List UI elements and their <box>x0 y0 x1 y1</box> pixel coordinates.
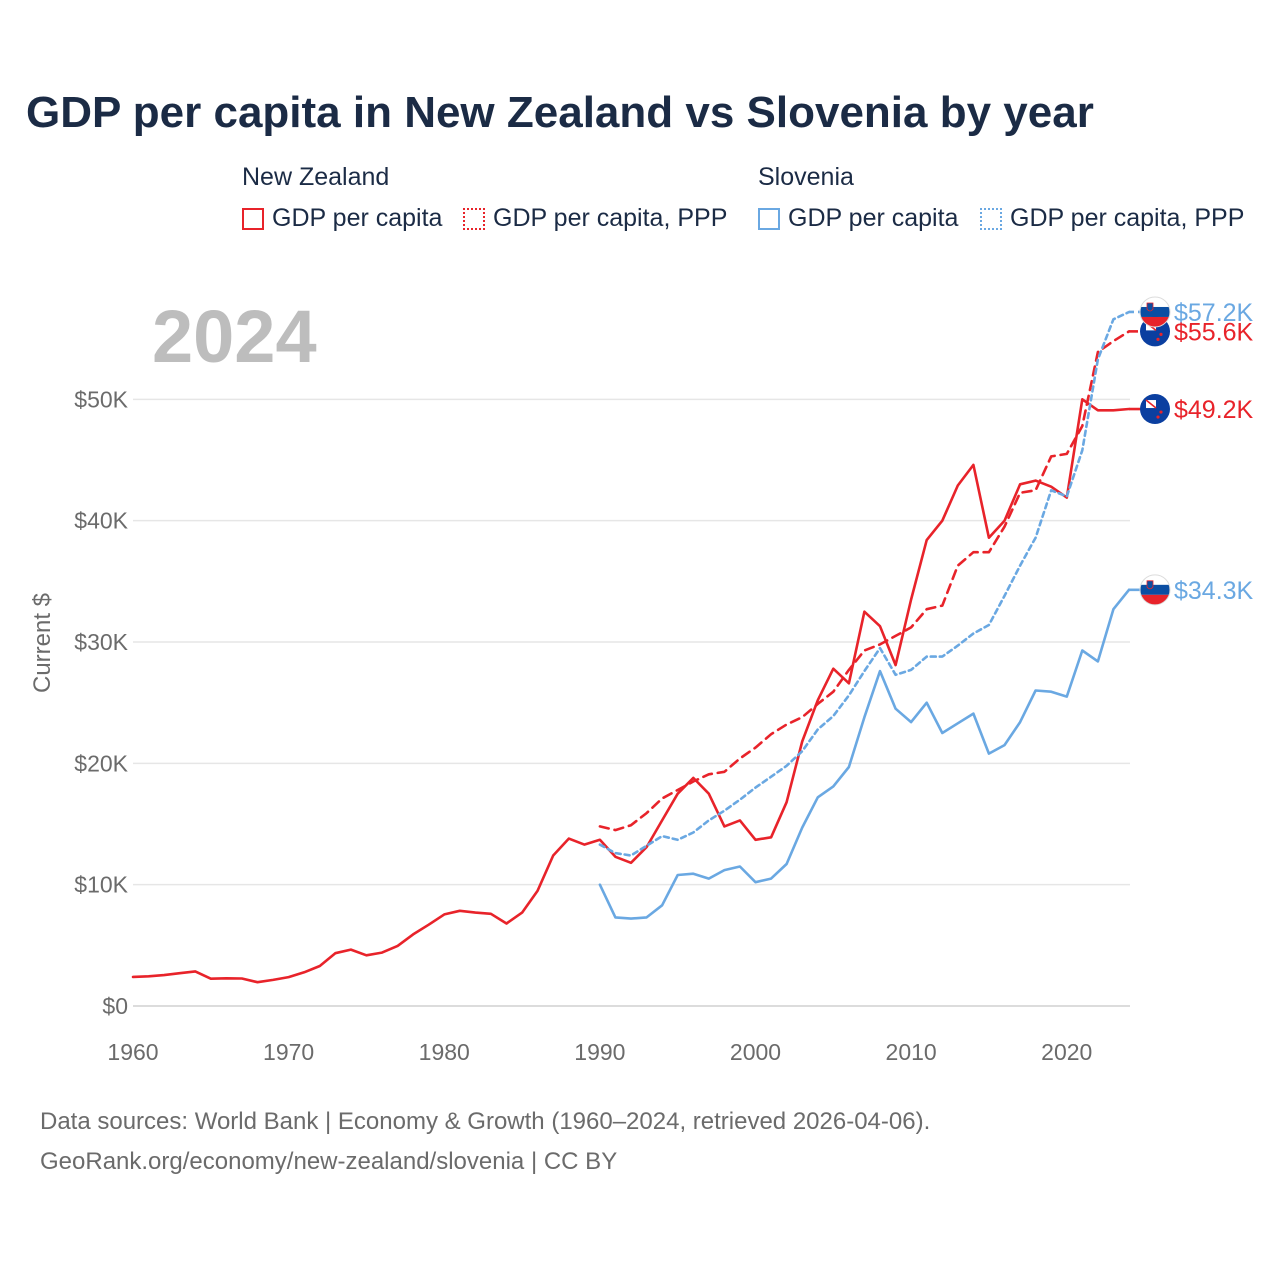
legend-swatch-dotted-red <box>463 207 485 230</box>
flag-stripe-white <box>1140 296 1170 307</box>
flag-star <box>1156 415 1160 419</box>
tick-layer: $0 $10K $20K $30K $40K $50K 1960 1970 1980 1990 20… <box>74 386 1092 1065</box>
new-zealand-flag-icon <box>1140 394 1170 425</box>
endpoint-layer: $49.2K $55.6K $34.3K $57.2K <box>1129 296 1254 606</box>
x-tick-label: 1970 <box>263 1039 314 1065</box>
legend-swatch-solid-red <box>242 207 264 230</box>
legend-label: GDP per capita, PPP <box>1010 204 1245 232</box>
slovenia-flag-icon <box>1139 296 1171 328</box>
legend-item-nz-ppp[interactable]: GDP per capita, PPP <box>463 204 727 233</box>
y-tick-label: $50K <box>74 386 128 412</box>
flag-star <box>1156 337 1160 341</box>
y-axis-title: Current $ <box>29 593 56 693</box>
grid-layer <box>133 398 1130 1007</box>
flag-stripe-red <box>1140 316 1170 327</box>
series-end-value-label: $55.6K <box>1174 318 1254 346</box>
legend-group-new-zealand: New Zealand <box>242 163 390 191</box>
series-end-value-label: $34.3K <box>1174 577 1254 605</box>
series-line <box>131 397 1131 984</box>
series-line <box>598 330 1131 832</box>
series-end-value-label: $49.2K <box>1174 396 1254 424</box>
legend-swatch-solid-blue <box>758 207 780 230</box>
flag-outline <box>1139 296 1171 328</box>
series-line <box>598 588 1131 920</box>
chart-title: GDP per capita in New Zealand vs Sloveni… <box>26 88 1094 137</box>
footer-attribution: GeoRank.org/economy/new-zealand/slovenia… <box>40 1148 618 1175</box>
flag-field <box>1140 394 1170 425</box>
y-tick-label: $0 <box>102 993 128 1019</box>
x-tick-label: 1980 <box>419 1039 470 1065</box>
flag-stripe-blue <box>1140 584 1170 595</box>
series-line <box>598 310 1131 857</box>
flag-saltire <box>1145 399 1157 409</box>
flag-outline <box>1139 574 1171 606</box>
flag-stripe-red <box>1140 594 1170 605</box>
series-layer <box>131 310 1131 984</box>
x-tick-label: 2020 <box>1041 1039 1092 1065</box>
footer-sources: Data sources: World Bank | Economy & Gro… <box>40 1108 931 1135</box>
legend-label: GDP per capita <box>788 204 959 232</box>
slovenia-flag-icon <box>1139 574 1171 606</box>
flag-star <box>1159 410 1163 414</box>
y-tick-label: $40K <box>74 508 128 534</box>
flag-coat-of-arms <box>1146 580 1154 590</box>
y-tick-label: $20K <box>74 750 128 776</box>
legend-label: GDP per capita, PPP <box>493 204 728 232</box>
legend-item-si-gdp[interactable]: GDP per capita <box>758 204 958 233</box>
flag-stripe-white <box>1140 574 1170 585</box>
flag-star <box>1159 332 1163 336</box>
flag-stripes <box>1140 296 1170 327</box>
series-end-value-label: $57.2K <box>1174 299 1254 327</box>
flag-stripe-blue <box>1140 306 1170 317</box>
flag-coat-of-arms <box>1146 302 1154 312</box>
x-tick-label: 1960 <box>107 1039 158 1065</box>
legend-swatch-dotted-blue <box>980 207 1002 230</box>
y-tick-label: $10K <box>74 872 128 898</box>
x-tick-label: 2010 <box>886 1039 937 1065</box>
legend-item-nz-gdp[interactable]: GDP per capita <box>242 204 442 233</box>
legend-group-slovenia: Slovenia <box>758 163 854 191</box>
y-tick-label: $30K <box>74 629 128 655</box>
x-tick-label: 2000 <box>730 1039 781 1065</box>
flag-stripes <box>1140 574 1170 605</box>
year-watermark: 2024 <box>152 295 317 378</box>
legend-item-si-ppp[interactable]: GDP per capita, PPP <box>980 204 1244 233</box>
legend-label: GDP per capita <box>272 204 443 232</box>
x-tick-label: 1990 <box>574 1039 625 1065</box>
